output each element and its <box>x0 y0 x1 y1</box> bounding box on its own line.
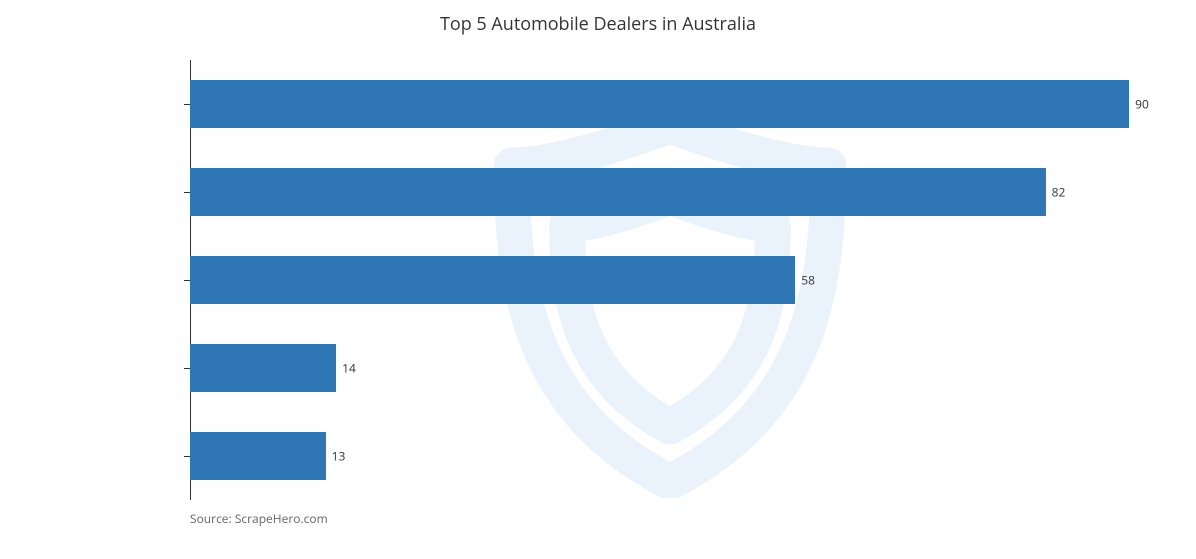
bar-value-label: 82 <box>1052 184 1066 201</box>
bar <box>190 432 326 480</box>
bar <box>190 80 1129 128</box>
bar-value-label: 14 <box>342 360 356 377</box>
bar-value-label: 13 <box>332 448 346 465</box>
bar <box>190 256 795 304</box>
bar-value-label: 58 <box>801 272 815 289</box>
bar <box>190 168 1046 216</box>
source-text: Source: ScrapeHero.com <box>190 510 328 527</box>
bar <box>190 344 336 392</box>
chart-title: Top 5 Automobile Dealers in Australia <box>0 12 1196 36</box>
plot-area: JeepAudiChryslerPorscheTesla Stores and … <box>190 60 1150 500</box>
bar-value-label: 90 <box>1135 96 1149 113</box>
chart-container: Top 5 Automobile Dealers in Australia Je… <box>0 0 1196 559</box>
